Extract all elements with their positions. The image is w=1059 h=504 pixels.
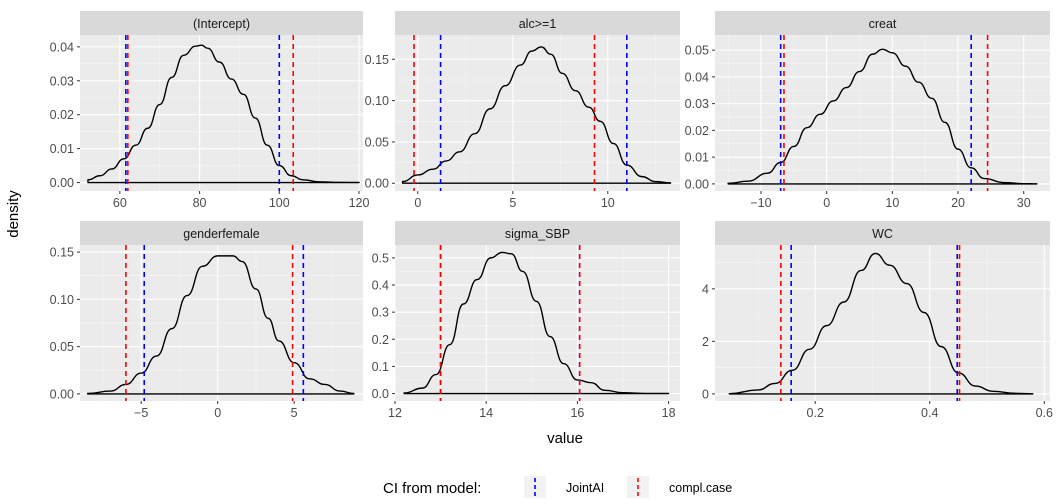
- panel-background: [395, 245, 680, 401]
- x-tick-label: 16: [570, 406, 584, 420]
- y-tick-label: 0.5: [372, 251, 389, 265]
- y-tick-label: 0.02: [50, 108, 74, 122]
- y-tick-label: 0.4: [372, 279, 389, 293]
- x-tick-label: −10: [750, 196, 771, 210]
- x-tick-label: 0.2: [807, 406, 824, 420]
- y-tick-label: 0.05: [685, 44, 709, 58]
- y-tick-label: 0.00: [50, 387, 74, 401]
- x-tick-label: 0: [823, 196, 830, 210]
- panel-alc-1: alc>=1 0 5 10 0.00 0.05 0.10 0.15: [365, 11, 680, 210]
- x-tick-label: 30: [1017, 196, 1031, 210]
- panel-background: [715, 245, 1050, 401]
- x-tick-label: 10: [885, 196, 899, 210]
- density-curve: [727, 48, 1038, 185]
- x-tick-label: 18: [662, 406, 676, 420]
- y-tick-label: 4: [702, 282, 709, 296]
- facet-panels: (Intercept)60 80 100 1200.000.010.020.030.0…: [50, 11, 1053, 420]
- legend-label-jointai: JointAI: [566, 481, 604, 495]
- minor-grid: [715, 35, 1050, 191]
- panel-strip: [395, 11, 680, 35]
- density-curve: [728, 252, 1034, 395]
- panel-strip: [395, 221, 680, 245]
- y-tick-label: 0.00: [50, 176, 74, 190]
- y-tick-label: 2: [702, 335, 709, 349]
- x-tick-label: 14: [479, 406, 493, 420]
- y-tick-label: 0.01: [50, 142, 74, 156]
- y-tick-label: 0.05: [365, 135, 389, 149]
- panel-creat: creat −10 0 10 20 30 0.00 0.01 0.02 0.03 0.04 0.05: [685, 11, 1050, 210]
- y-tick-label: 0.10: [365, 94, 389, 108]
- x-tick-label: 80: [193, 196, 207, 210]
- panel-background: [715, 35, 1050, 191]
- density-curve: [86, 255, 355, 395]
- legend-key-jointai: [524, 476, 546, 498]
- panel-intercept: (Intercept) 60 80 100 120 0.00 0.01 0.02 0.03 0.0…: [50, 11, 370, 210]
- panel-title: creat: [869, 17, 897, 31]
- x-tick-label: 0: [214, 406, 221, 420]
- legend-key-compl-case: [627, 476, 649, 498]
- y-tick-label: 0: [702, 387, 709, 401]
- y-tick-label: 0.03: [50, 74, 74, 88]
- panel-strip: [80, 221, 363, 245]
- x-tick-label: −5: [134, 406, 148, 420]
- y-tick-label: 0.05: [50, 340, 74, 354]
- x-axis-title: value: [547, 430, 583, 447]
- minor-grid: [395, 245, 680, 401]
- panel-strip: [80, 11, 363, 35]
- x-tick-label: 100: [269, 196, 290, 210]
- panel-title: alc>=1: [519, 17, 557, 31]
- x-tick-label: 0.6: [1036, 406, 1053, 420]
- y-tick-label: 0.1: [372, 360, 389, 374]
- minor-grid: [715, 245, 1050, 401]
- density-curve: [401, 46, 672, 184]
- panel-strip: [715, 221, 1050, 245]
- x-tick-label: 12: [388, 406, 402, 420]
- panel-title: WC: [872, 227, 893, 241]
- density-curve: [403, 251, 670, 395]
- x-tick-label: 10: [601, 196, 615, 210]
- y-tick-label: 0.3: [372, 306, 389, 320]
- panel-genderfemale: genderfemale −5 0 5 0.00 0.05 0.10 0.15: [50, 221, 363, 420]
- x-tick-label: 20: [951, 196, 965, 210]
- x-tick-label: 0: [414, 196, 421, 210]
- panel-strip: [715, 11, 1050, 35]
- x-tick-label: 60: [113, 196, 127, 210]
- legend: CI from model: JointAI compl.case: [383, 476, 732, 498]
- y-tick-label: 0.04: [50, 40, 74, 54]
- y-tick-label: 0.01: [685, 151, 709, 165]
- y-tick-label: 0.15: [50, 246, 74, 260]
- panel-background: [395, 35, 680, 191]
- legend-title: CI from model:: [383, 480, 481, 497]
- panel-title: genderfemale: [183, 227, 259, 241]
- x-tick-label: 5: [291, 406, 298, 420]
- y-tick-label: 0.02: [685, 124, 709, 138]
- panel-title: (Intercept): [193, 17, 250, 31]
- y-tick-label: 0.15: [365, 53, 389, 67]
- panel-background: [80, 35, 363, 191]
- y-tick-label: 0.00: [685, 177, 709, 191]
- legend-label-compl-case: compl.case: [669, 481, 732, 495]
- x-tick-label: 0.4: [921, 406, 938, 420]
- x-tick-label: 120: [349, 196, 370, 210]
- y-tick-label: 0.10: [50, 293, 74, 307]
- panel-title: sigma_SBP: [505, 227, 570, 241]
- y-tick-label: 0.0: [372, 387, 389, 401]
- y-axis-title: density: [5, 190, 22, 238]
- density-curve: [87, 44, 360, 184]
- y-tick-label: 0.2: [372, 333, 389, 347]
- y-tick-label: 0.04: [685, 70, 709, 84]
- panel-wc: WC 0.2 0.4 0.6 0 2 4: [702, 221, 1053, 420]
- x-tick-label: 5: [509, 196, 516, 210]
- y-tick-label: 0.03: [685, 97, 709, 111]
- minor-grid: [80, 245, 363, 401]
- y-tick-label: 0.00: [365, 177, 389, 191]
- panel-sigma-sbp: sigma_SBP 12 14 16 18 0.0 0.1 0.2 0.3 0.4 0.5: [372, 221, 680, 420]
